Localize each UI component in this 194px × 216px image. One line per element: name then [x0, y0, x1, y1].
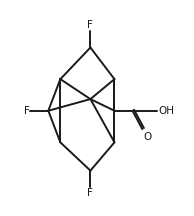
Text: F: F	[24, 106, 29, 116]
Text: F: F	[87, 20, 93, 30]
Text: F: F	[87, 188, 93, 198]
Text: OH: OH	[158, 106, 174, 116]
Text: O: O	[144, 132, 152, 141]
